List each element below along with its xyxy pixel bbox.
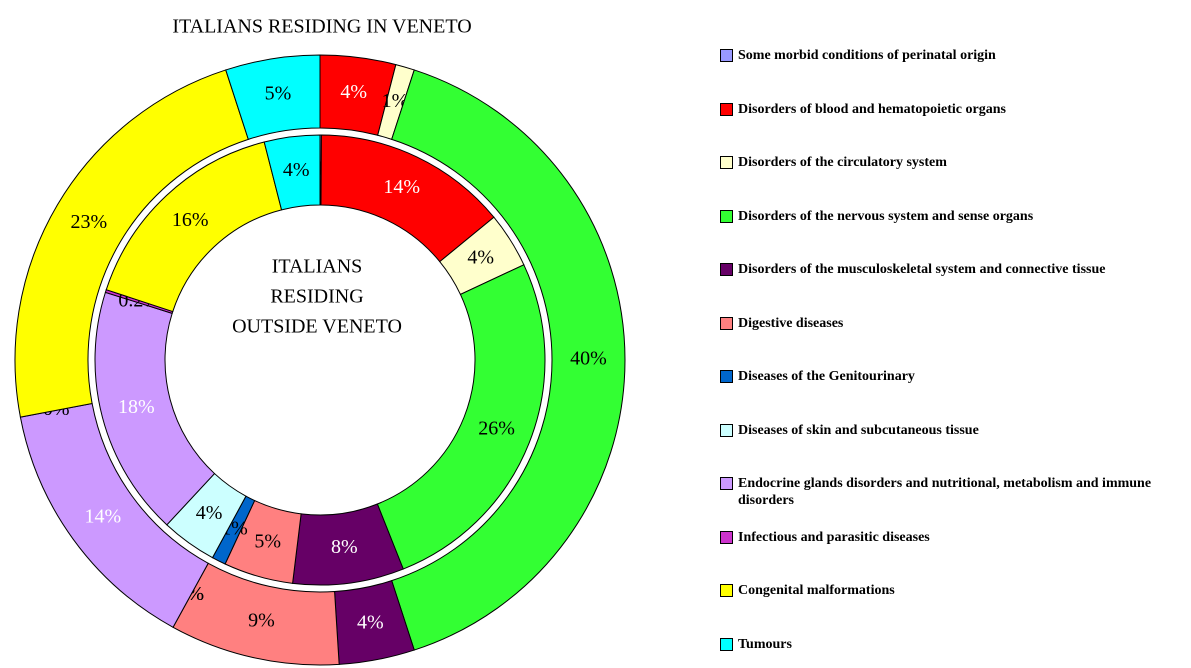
legend-label: Endocrine glands disorders and nutrition… (738, 476, 1152, 508)
legend-label: Disorders of the nervous system and sens… (738, 208, 1034, 224)
legend-entry: Digestive diseases (720, 315, 1182, 332)
donut-segment (263, 134, 321, 211)
center-label: ITALIANS (272, 256, 363, 278)
data-label: 5% (254, 530, 281, 552)
legend-entry: Disorders of blood and hematopoietic org… (720, 101, 1182, 118)
legend-entry: Diseases of the Genitourinary (720, 368, 1182, 385)
legend-entry: Disorders of the circulatory system (720, 154, 1182, 171)
donut-segment (225, 54, 321, 140)
data-label: 4% (196, 502, 223, 524)
legend-label: Congenital malformations (738, 583, 895, 598)
data-label: 40% (570, 348, 607, 370)
legend-label: Diseases of the Genitourinary (738, 369, 915, 384)
legend-entry: Infectious and parasitic diseases (720, 529, 1182, 546)
center-label: OUTSIDE VENETO (232, 316, 402, 338)
chart: ITALIANS RESIDING IN VENETO 0%4%1%40%4%9… (14, 16, 626, 666)
legend-entry: Some morbid conditions of perinatal orig… (720, 47, 1182, 64)
legend-entry: Endocrine glands disorders and nutrition… (720, 475, 1182, 509)
chart-title: ITALIANS RESIDING IN VENETO (172, 16, 471, 38)
legend-swatch (720, 477, 733, 490)
legend-label: Diseases of skin and subcutaneous tissue (738, 422, 979, 438)
legend-swatch (720, 637, 733, 651)
center-label: RESIDING (270, 286, 363, 308)
data-label: 26% (478, 418, 515, 440)
legend-entry: Disorders of the nervous system and sens… (720, 208, 1182, 225)
legend-label: Digestive diseases (738, 315, 844, 331)
legend-swatch (720, 316, 733, 330)
data-label: 4% (357, 611, 384, 633)
legend-label: Disorders of blood and hematopoietic org… (738, 101, 1006, 117)
legend-swatch (720, 530, 733, 544)
legend-entry: Tumours (720, 636, 1182, 653)
data-label: 9% (248, 610, 275, 632)
data-label: 8% (331, 536, 358, 558)
legend-label: Some morbid conditions of perinatal orig… (738, 48, 996, 63)
data-label: 4% (467, 246, 494, 268)
legend-swatch (720, 156, 733, 169)
legend-label: Disorders of the circulatory system (738, 155, 947, 170)
data-label: 23% (71, 211, 108, 233)
legend-swatch (720, 263, 733, 276)
legend-label: Disorders of the musculoskeletal system … (738, 262, 1106, 277)
legend-swatch (720, 423, 733, 437)
data-label: 14% (383, 176, 420, 198)
legend-entry: Disorders of the musculoskeletal system … (720, 261, 1182, 278)
legend-swatch (720, 209, 733, 223)
donut-segment (376, 264, 546, 570)
legend-swatch (720, 49, 733, 62)
legend-entry: Diseases of skin and subcutaneous tissue (720, 422, 1182, 439)
data-label: 4% (283, 159, 310, 181)
legend-swatch (720, 584, 733, 597)
data-label: 18% (118, 396, 155, 418)
data-label: 5% (265, 82, 292, 104)
data-label: 14% (84, 505, 121, 527)
data-label: 16% (172, 209, 209, 231)
legend-entry: Congenital malformations (720, 582, 1182, 599)
legend-label: Infectious and parasitic diseases (738, 529, 930, 545)
donut-segment (391, 69, 626, 651)
legend-swatch (720, 102, 733, 116)
data-label: 1% (382, 90, 409, 112)
legend-swatch (720, 370, 733, 383)
data-label: 4% (340, 81, 367, 103)
legend-label: Tumours (738, 636, 792, 652)
